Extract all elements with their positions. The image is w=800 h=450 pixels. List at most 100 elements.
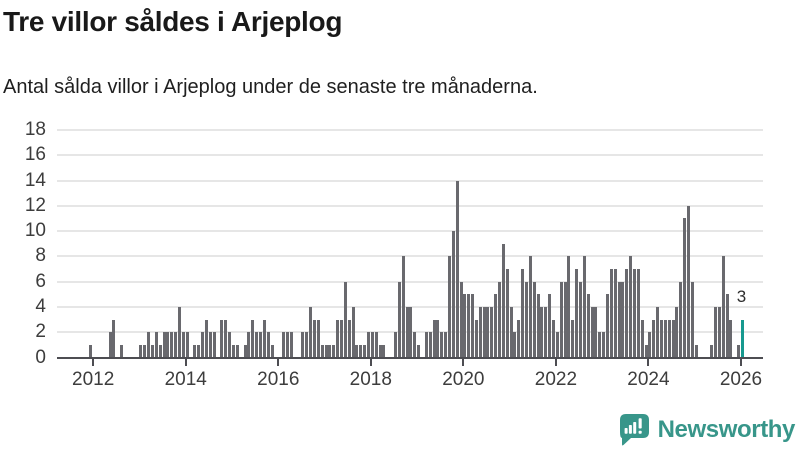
bar: [266, 332, 270, 358]
bar: [675, 306, 679, 358]
bar: [559, 281, 563, 358]
newsworthy-bubble-chart-icon: [619, 414, 649, 446]
bar: [737, 344, 741, 358]
x-axis-label: 2012: [72, 368, 115, 390]
y-axis-label: 10: [24, 220, 46, 242]
bar: [259, 332, 262, 358]
bar: [270, 344, 274, 358]
newsworthy-wordmark: Newsworthy: [657, 415, 796, 443]
x-axis-tick: [462, 358, 465, 366]
page-title: Tre villor såldes i Arjeplog: [3, 6, 343, 37]
bar: [405, 306, 409, 358]
bar: [713, 306, 717, 358]
bar: [178, 306, 182, 358]
x-axis-tick: [184, 358, 187, 366]
bar: [613, 269, 617, 358]
bar: [444, 332, 448, 358]
bar: [154, 332, 158, 358]
x-axis-label: 2016: [257, 368, 300, 390]
gridline-y-6: [57, 280, 763, 283]
bar: [552, 319, 556, 358]
y-axis-label: 12: [24, 194, 46, 216]
bar: [563, 281, 567, 358]
bar: [644, 344, 648, 358]
bar: [228, 332, 232, 358]
x-axis-tick: [554, 358, 557, 366]
bar: [513, 332, 517, 358]
bar: [428, 332, 432, 358]
bar: [440, 332, 444, 358]
bar: [232, 344, 235, 358]
bar: [671, 319, 675, 358]
bar: [220, 319, 224, 358]
bar: [640, 319, 644, 358]
bar: [181, 332, 185, 358]
bar: [343, 281, 347, 358]
bar: [89, 344, 93, 358]
chart-subtitle: Antal sålda villor i Arjeplog under de s…: [3, 76, 538, 98]
bar: [660, 319, 663, 358]
bar: [409, 306, 413, 358]
x-axis-label: 2018: [349, 368, 392, 390]
bar: [617, 281, 621, 358]
bar: [363, 344, 367, 358]
bar: [621, 281, 625, 358]
x-axis-label: 2022: [534, 368, 578, 390]
bar: [324, 344, 328, 358]
bar: [432, 319, 436, 358]
gridline-y-12: [57, 204, 763, 207]
y-axis-label: 8: [35, 245, 46, 267]
bar: [679, 281, 683, 358]
bar: [401, 256, 405, 358]
gridline-y-10: [57, 230, 763, 233]
bar: [598, 332, 602, 358]
x-axis-tick: [739, 358, 742, 366]
bar: [359, 344, 363, 358]
bar: [717, 306, 721, 358]
bar: [509, 306, 513, 358]
bar: [586, 294, 590, 358]
bar: [494, 294, 498, 358]
bar: [417, 344, 421, 358]
bar: [633, 269, 637, 358]
bar: [521, 269, 525, 358]
bar: [625, 269, 629, 358]
bar: [289, 332, 293, 358]
bar: [158, 344, 162, 358]
bar: [162, 332, 166, 358]
gridline-y-14: [57, 179, 763, 182]
bar: [686, 205, 690, 358]
y-axis-label: 16: [24, 144, 46, 166]
bar: [151, 344, 155, 358]
bar: [721, 256, 725, 358]
bar: [582, 256, 586, 358]
x-axis-tick: [92, 358, 95, 366]
y-axis-label: 4: [35, 295, 46, 317]
x-axis-label: 2020: [442, 368, 485, 390]
bar: [455, 180, 459, 358]
bar: [629, 256, 633, 358]
bar: [656, 306, 660, 358]
bar: [424, 332, 428, 358]
bar: [517, 319, 521, 358]
bar: [505, 269, 509, 358]
bar: [309, 306, 313, 358]
bar: [729, 319, 733, 358]
bar: [235, 344, 239, 358]
bar: [571, 319, 575, 358]
bar: [147, 332, 151, 358]
bar: [120, 344, 124, 358]
bar: [683, 218, 687, 358]
bar: [478, 306, 482, 358]
bar: [501, 243, 505, 358]
bar: [208, 332, 212, 358]
bar: [316, 319, 320, 358]
bar: [690, 281, 694, 358]
bar: [285, 332, 289, 358]
bar: [247, 332, 251, 358]
bar: [397, 281, 401, 358]
bar: [710, 344, 714, 358]
gridline-y-16: [57, 154, 763, 157]
bar: [262, 319, 266, 358]
bar: [548, 294, 552, 358]
